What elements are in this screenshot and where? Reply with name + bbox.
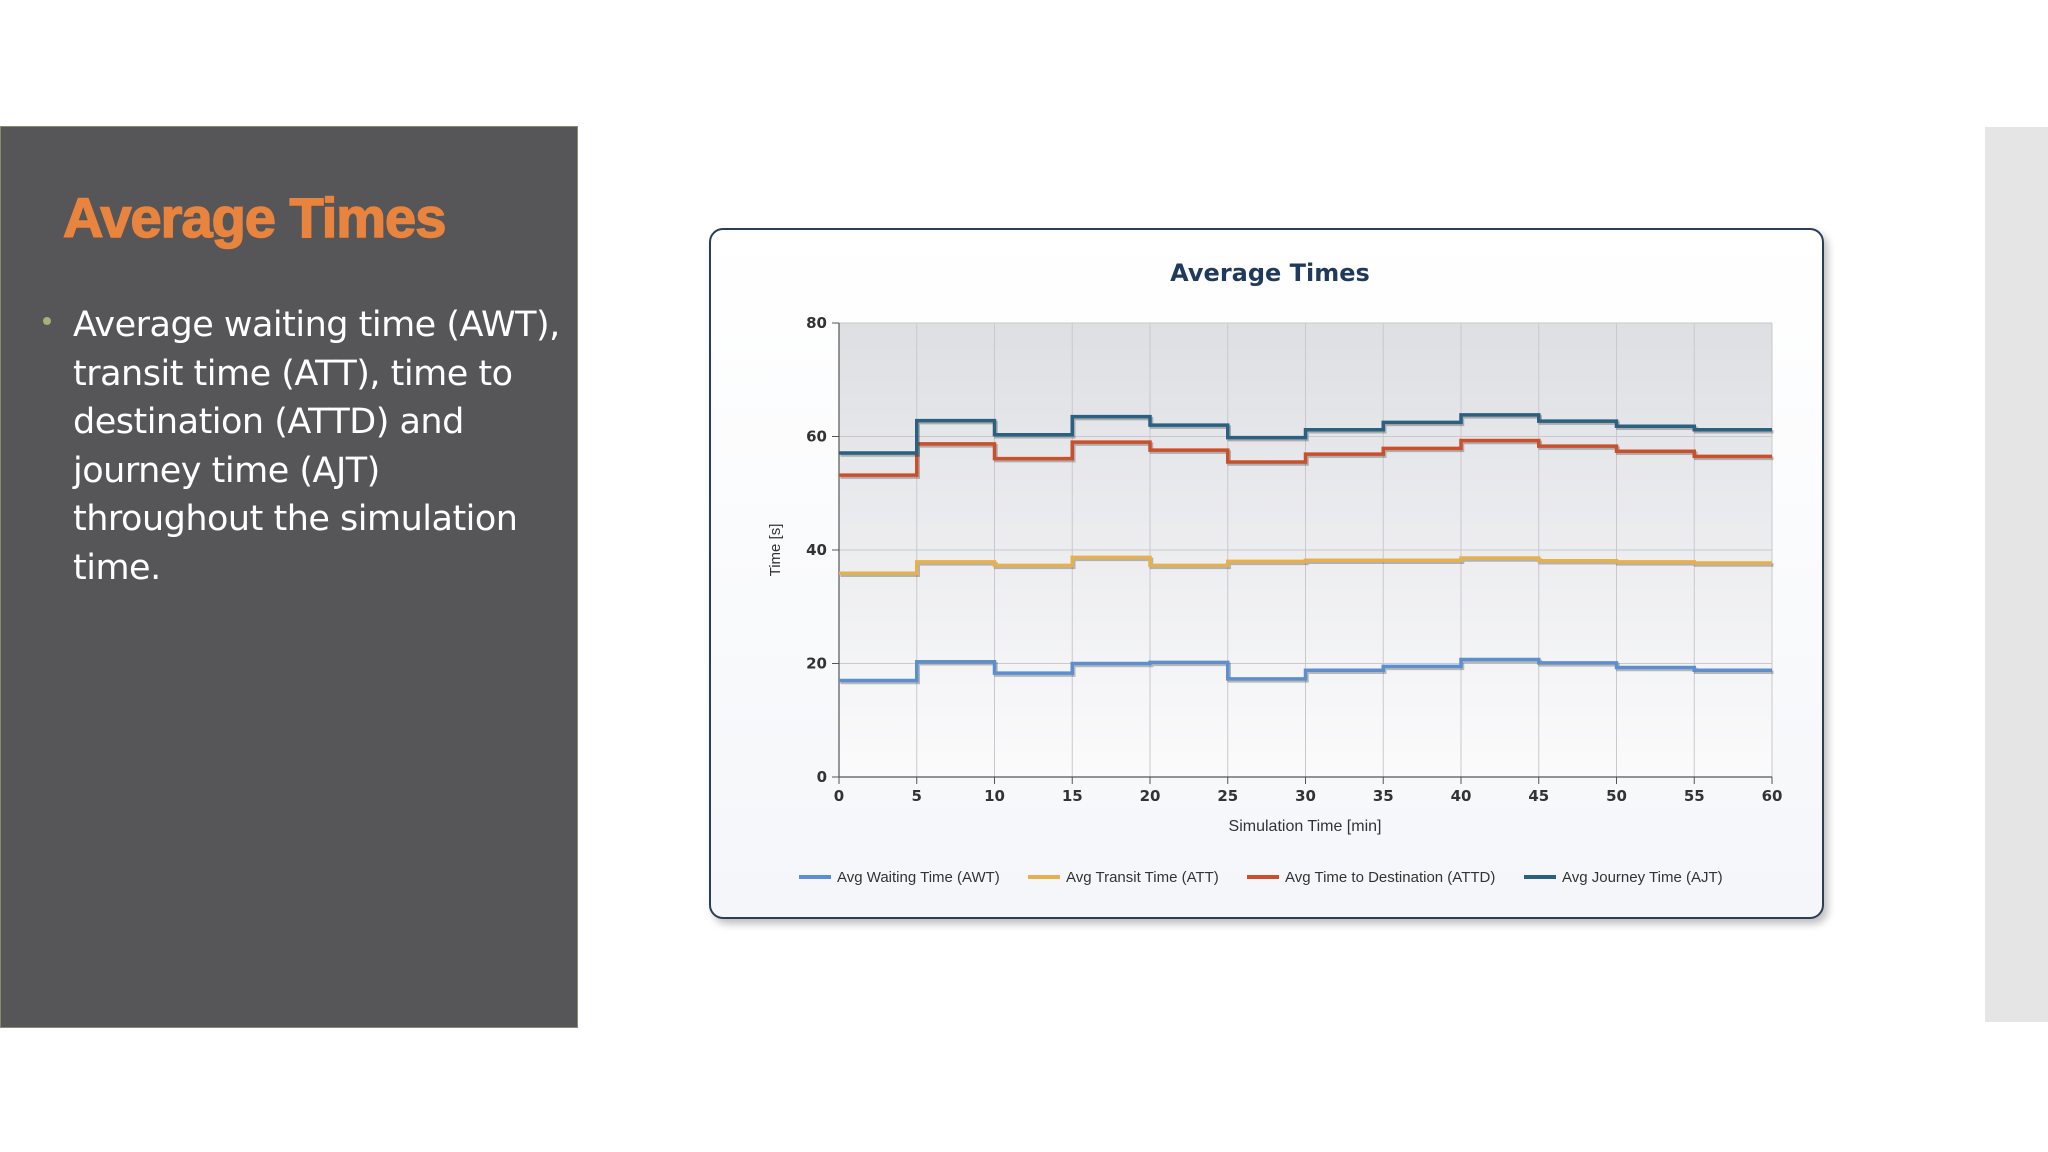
- x-tick-label: 20: [1140, 787, 1161, 805]
- x-tick-label: 55: [1684, 787, 1705, 805]
- x-tick-label: 5: [912, 787, 922, 805]
- y-tick-label: 40: [806, 541, 827, 559]
- y-tick-label: 20: [806, 655, 827, 673]
- legend-label-3: Avg Time to Destination (ATTD): [1285, 869, 1495, 886]
- legend-label-4: Avg Journey Time (AJT): [1562, 869, 1723, 886]
- x-tick-label: 35: [1373, 787, 1394, 805]
- legend-label-1: Avg Waiting Time (AWT): [837, 869, 1000, 886]
- x-tick-label: 45: [1528, 787, 1549, 805]
- series-line-2: [839, 555, 1772, 576]
- y-tick-label: 60: [806, 428, 827, 446]
- bullet-dot-icon: [43, 317, 51, 325]
- series-line-3: [839, 438, 1772, 477]
- average-times-chart: Average Times 0 5 10 15 20 25 30 35 40 45 50 55 60 0 2…: [767, 259, 1782, 886]
- series-layer: [839, 413, 1774, 685]
- x-tick-label: 40: [1451, 787, 1472, 805]
- series-line-1: [839, 657, 1772, 683]
- y-tick-label: 0: [817, 768, 827, 786]
- slide-title: Average Times: [62, 185, 447, 250]
- text-panel: Average Times Average waiting time (AWT)…: [0, 126, 578, 1028]
- right-edge-strip: [1985, 127, 2048, 1022]
- legend-label-2: Avg Transit Time (ATT): [1066, 869, 1219, 886]
- series-line-4: [839, 413, 1772, 455]
- legend: Avg Waiting Time (AWT) Avg Transit Time (…: [799, 869, 1723, 886]
- y-axis-label: Time [s]: [767, 524, 784, 577]
- chart-title: Average Times: [1170, 259, 1370, 287]
- x-tick-label: 30: [1295, 787, 1316, 805]
- y-tick-label: 80: [806, 314, 827, 332]
- x-axis-label: Simulation Time [min]: [1229, 818, 1382, 835]
- x-tick-label: 60: [1762, 787, 1783, 805]
- x-tick-label: 50: [1606, 787, 1627, 805]
- x-tick-label: 15: [1062, 787, 1083, 805]
- x-tick-label: 10: [984, 787, 1005, 805]
- axes: 0 5 10 15 20 25 30 35 40 45 50 55 60 0 20 40 60 80: [806, 314, 1782, 805]
- chart-card: Average Times 0 5 10 15 20 25 30 35 40 45 50 55 60 0 2…: [709, 228, 1824, 919]
- bullet-text: Average waiting time (AWT), transit time…: [73, 305, 560, 588]
- x-tick-label: 25: [1217, 787, 1238, 805]
- x-tick-label: 0: [834, 787, 844, 805]
